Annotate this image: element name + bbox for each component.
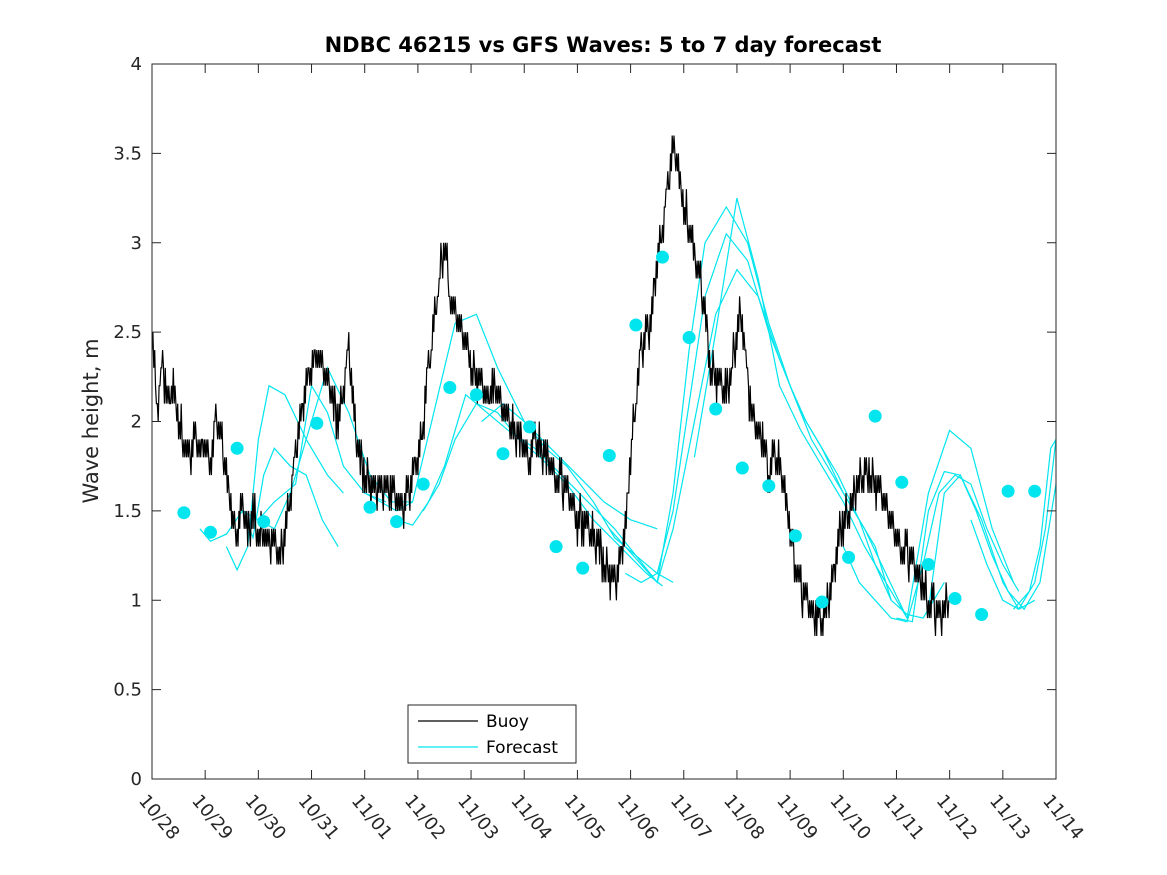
forecast-marker (762, 479, 776, 493)
forecast-marker (735, 461, 749, 475)
y-tick-label: 1.5 (113, 501, 142, 522)
forecast-marker (443, 381, 457, 394)
y-tick-label: 3.5 (113, 143, 142, 164)
forecast-markers (177, 250, 1042, 621)
forecast-marker (204, 525, 217, 539)
forecast-marker (177, 506, 191, 520)
forecast-marker (310, 416, 324, 430)
forecast-marker (230, 441, 244, 455)
forecast-marker (549, 540, 563, 554)
forecast-series-line (422, 402, 663, 587)
y-tick-label: 3 (131, 233, 142, 254)
forecast-series-line (481, 402, 674, 583)
y-tick-label: 4 (131, 54, 142, 75)
y-axis: 0 0.5 1 1.5 2 2.5 3 3.5 4 (113, 54, 1056, 790)
y-tick-label: 2.5 (113, 322, 142, 343)
forecast-marker (815, 595, 829, 609)
y-tick-label: 0.5 (113, 680, 142, 701)
forecast-series-line (693, 197, 1015, 620)
forecast-marker (895, 475, 909, 489)
legend-box (407, 704, 577, 764)
forecast-series-line (640, 268, 908, 619)
forecast-marker (656, 250, 669, 264)
forecast-series-line (1013, 439, 1056, 610)
forecast-marker (1001, 484, 1015, 498)
forecast-marker (975, 608, 989, 621)
forecast-marker (1028, 484, 1042, 498)
forecast-marker (523, 420, 537, 434)
legend-forecast-label: Forecast (486, 738, 558, 758)
forecast-marker (682, 331, 696, 344)
forecast-series-line (199, 447, 339, 547)
forecast-marker (921, 558, 935, 571)
forecast-series-line (927, 474, 1056, 611)
forecast-marker (629, 318, 643, 332)
forecast-marker (363, 500, 377, 514)
chart-title: NDBC 46215 vs GFS Waves: 5 to 7 day fore… (325, 33, 882, 57)
y-tick-label: 1 (131, 590, 142, 611)
forecast-marker (257, 515, 271, 529)
forecast-series-line (842, 474, 1020, 623)
y-axis-label: Wave height, m (79, 338, 103, 503)
forecast-marker (496, 447, 510, 461)
y-tick-label: 0 (131, 769, 142, 790)
forecast-series-line (608, 205, 945, 619)
forecast-marker (709, 402, 723, 416)
forecast-marker (948, 592, 962, 605)
legend-buoy-label: Buoy (486, 712, 529, 732)
forecast-marker (416, 477, 430, 491)
forecast-marker (576, 561, 590, 575)
forecast-series-line (225, 384, 344, 572)
forecast-marker (868, 409, 882, 423)
forecast-marker (788, 529, 802, 543)
plot-area (152, 135, 1056, 637)
forecast-marker (469, 388, 483, 402)
forecast-series-line (970, 439, 1056, 611)
forecast-marker (390, 515, 404, 529)
buoy-line (152, 135, 950, 637)
forecast-marker (842, 550, 856, 564)
y-tick-label: 2 (131, 412, 142, 433)
forecast-lines (199, 197, 1056, 623)
forecast-marker (602, 449, 616, 462)
legend: Buoy Forecast (407, 704, 577, 764)
